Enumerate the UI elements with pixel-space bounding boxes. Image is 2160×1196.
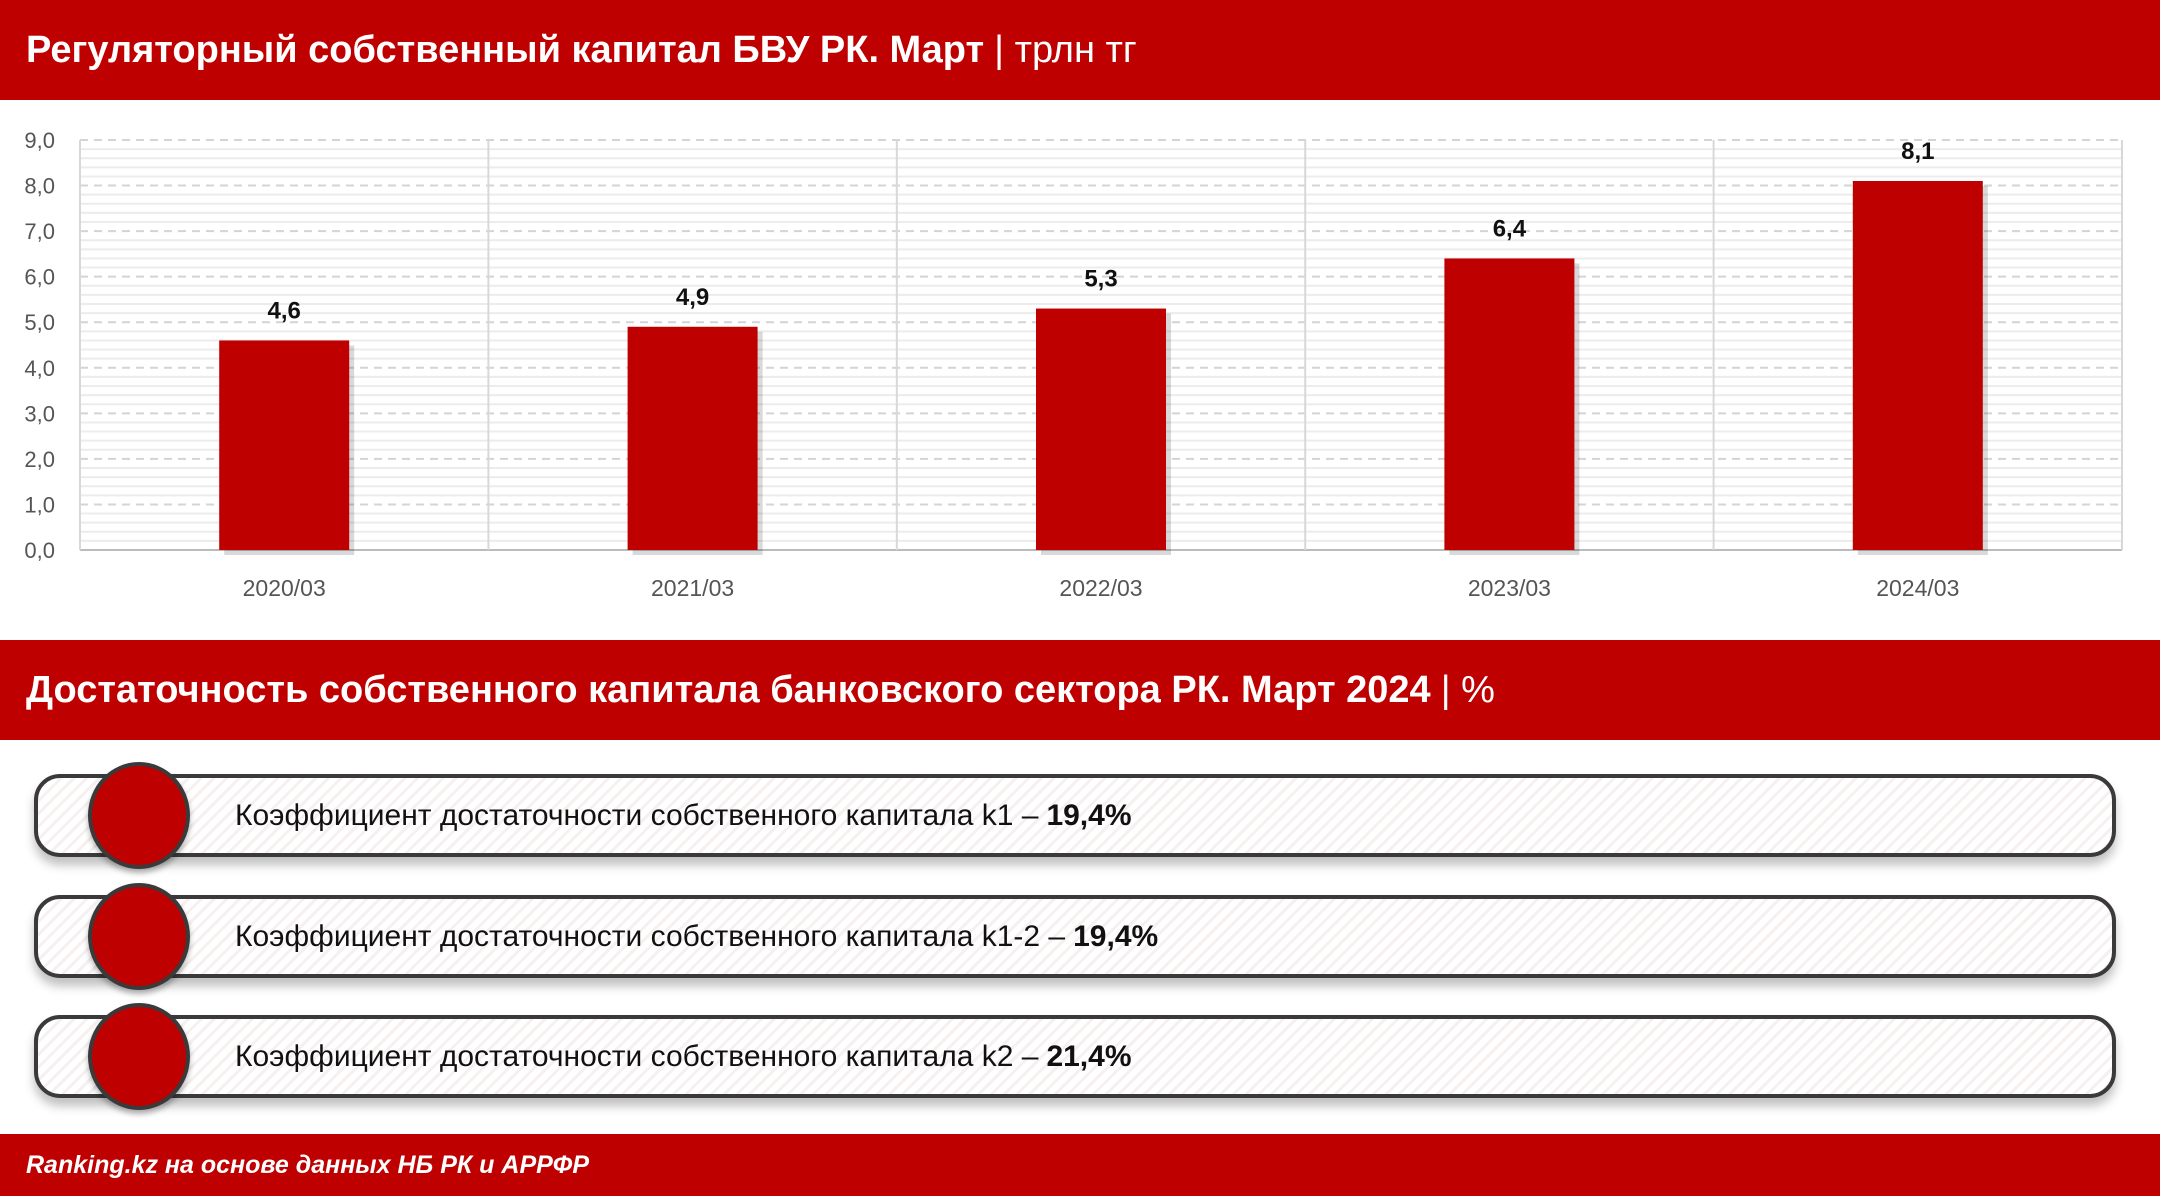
x-tick-label: 2023/03: [1468, 575, 1551, 601]
red-circle-icon: [88, 762, 190, 869]
x-tick-label: 2020/03: [243, 575, 326, 601]
ratio-item-k1: Коэффициент достаточности собственного к…: [34, 762, 2116, 869]
data-label: 4,9: [676, 284, 709, 311]
y-tick-label: 9,0: [24, 128, 55, 153]
bar: [1036, 308, 1166, 550]
source-text: Ranking.kz на основе данных НБ РК и АРРФ…: [26, 1150, 590, 1179]
ratio-label: Коэффициент достаточности собственного к…: [235, 1039, 1039, 1073]
data-label: 6,4: [1493, 215, 1527, 242]
y-tick-label: 3,0: [24, 401, 55, 426]
bar: [627, 326, 758, 550]
data-label: 8,1: [1901, 138, 1934, 165]
data-label: 4,6: [268, 297, 301, 324]
bar: [219, 340, 350, 550]
chart-title: Регуляторный собственный капитал БВУ РК.…: [26, 28, 985, 71]
x-tick-label: 2022/03: [1059, 575, 1142, 601]
ratios-unit: | %: [1440, 668, 1495, 711]
chart-header: Регуляторный собственный капитал БВУ РК.…: [0, 0, 2160, 100]
data-label: 5,3: [1084, 266, 1117, 293]
red-circle-icon: [88, 883, 190, 990]
ratios-header: Достаточность собственного капитала банк…: [0, 640, 2160, 740]
chart-unit: | трлн тг: [994, 28, 1137, 71]
ratio-value: 19,4%: [1046, 798, 1132, 832]
y-tick-label: 4,0: [24, 356, 55, 381]
x-tick-label: 2021/03: [651, 575, 734, 601]
y-tick-label: 0,0: [24, 538, 55, 563]
bar: [1444, 258, 1575, 550]
ratio-item-k1-2: Коэффициент достаточности собственного к…: [34, 883, 2116, 990]
x-tick-label: 2024/03: [1876, 575, 1959, 601]
y-tick-label: 7,0: [24, 219, 55, 244]
ratios-title: Достаточность собственного капитала банк…: [26, 668, 1431, 711]
red-circle-icon: [88, 1003, 190, 1110]
ratio-label: Коэффициент достаточности собственного к…: [235, 798, 1039, 832]
y-tick-label: 5,0: [24, 310, 55, 335]
footer-source: Ranking.kz на основе данных НБ РК и АРРФ…: [0, 1134, 2160, 1196]
bar-chart: 0,0 1,0 2,0 3,0 4,0 5,0 6,0 7,0 8,0 9,0 4,6 2020/03…: [24, 128, 2123, 601]
bar: [1852, 181, 1983, 550]
ratio-item-k2: Коэффициент достаточности собственного к…: [34, 1003, 2116, 1110]
y-tick-label: 8,0: [24, 174, 55, 199]
ratio-value: 19,4%: [1073, 919, 1159, 953]
ratio-value: 21,4%: [1046, 1039, 1132, 1073]
y-tick-label: 1,0: [24, 492, 55, 517]
y-tick-label: 2,0: [24, 447, 55, 472]
y-tick-label: 6,0: [24, 265, 55, 290]
ratio-label: Коэффициент достаточности собственного к…: [235, 919, 1066, 953]
